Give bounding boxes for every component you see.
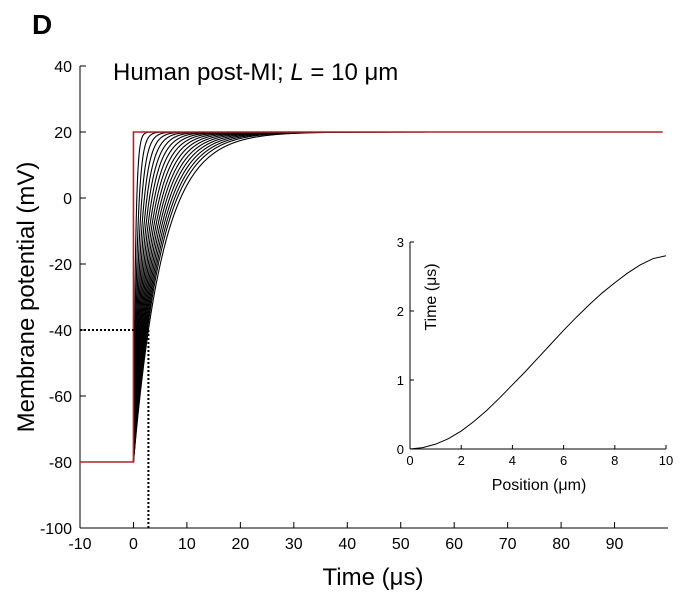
x-tick-label: 80: [552, 536, 570, 553]
x-tick-label: 70: [499, 536, 517, 553]
y-tick-label: -20: [49, 257, 72, 274]
inset-y-tick-label: 2: [397, 304, 404, 319]
y-tick-label: -80: [49, 455, 72, 472]
y-tick-label: 20: [54, 125, 72, 142]
x-tick-label: 90: [606, 536, 624, 553]
x-tick-label: 40: [338, 536, 356, 553]
inset-y-tick-label: 0: [397, 442, 404, 457]
inset-x-tick-label: 4: [509, 453, 516, 468]
x-tick-label: 0: [129, 536, 138, 553]
x-axis-label: Time (μs): [323, 564, 424, 591]
x-tick-label: 60: [445, 536, 463, 553]
chart-title-italic: L: [290, 59, 303, 86]
inset-x-tick-label: 8: [611, 453, 618, 468]
inset-x-tick-label: 2: [458, 453, 465, 468]
main-traces: [80, 131, 663, 463]
main-axes: -10 0 10 20 30 40 50 60 70 80 90-100-80-60-40-2002…: [40, 59, 668, 553]
response-curve: [132, 131, 658, 463]
y-tick-label: -40: [49, 323, 72, 340]
x-tick-label: 50: [392, 536, 410, 553]
inset-background: [386, 232, 672, 470]
y-tick-label: -100: [40, 521, 72, 538]
threshold-guides: [80, 329, 150, 528]
x-tick-label: -10: [68, 536, 91, 553]
inset-series-line: [409, 255, 667, 450]
inset-x-tick-label: 6: [560, 453, 567, 468]
inset-traces: [409, 255, 667, 450]
chart-title-prefix: Human post-MI;: [113, 59, 290, 86]
stimulus-trace: [80, 131, 663, 463]
inset-y-tick-label: 3: [397, 235, 404, 250]
inset-y-axis-label: Time (μs): [423, 263, 440, 330]
y-tick-label: 0: [63, 191, 72, 208]
inset-x-tick-label: 0: [406, 453, 413, 468]
y-axis-label: Membrane potential (mV): [13, 162, 40, 433]
x-tick-label: 20: [231, 536, 249, 553]
inset-axes: 0 2 4 6 8 10 0 1 2 3: [397, 235, 673, 468]
chart-title: Human post-MI; L = 10 μm: [113, 59, 398, 86]
y-tick-label: -60: [49, 389, 72, 406]
y-tick-label: 40: [54, 59, 72, 76]
inset-x-tick-label: 10: [659, 453, 673, 468]
response-curve: [132, 131, 658, 463]
x-tick-label: 30: [285, 536, 303, 553]
x-tick-label: 10: [178, 536, 196, 553]
chart-title-suffix: = 10 μm: [304, 59, 399, 86]
panel-label: D: [32, 9, 52, 40]
inset-y-tick-label: 1: [397, 373, 404, 388]
inset-x-axis-label: Position (μm): [492, 477, 587, 494]
